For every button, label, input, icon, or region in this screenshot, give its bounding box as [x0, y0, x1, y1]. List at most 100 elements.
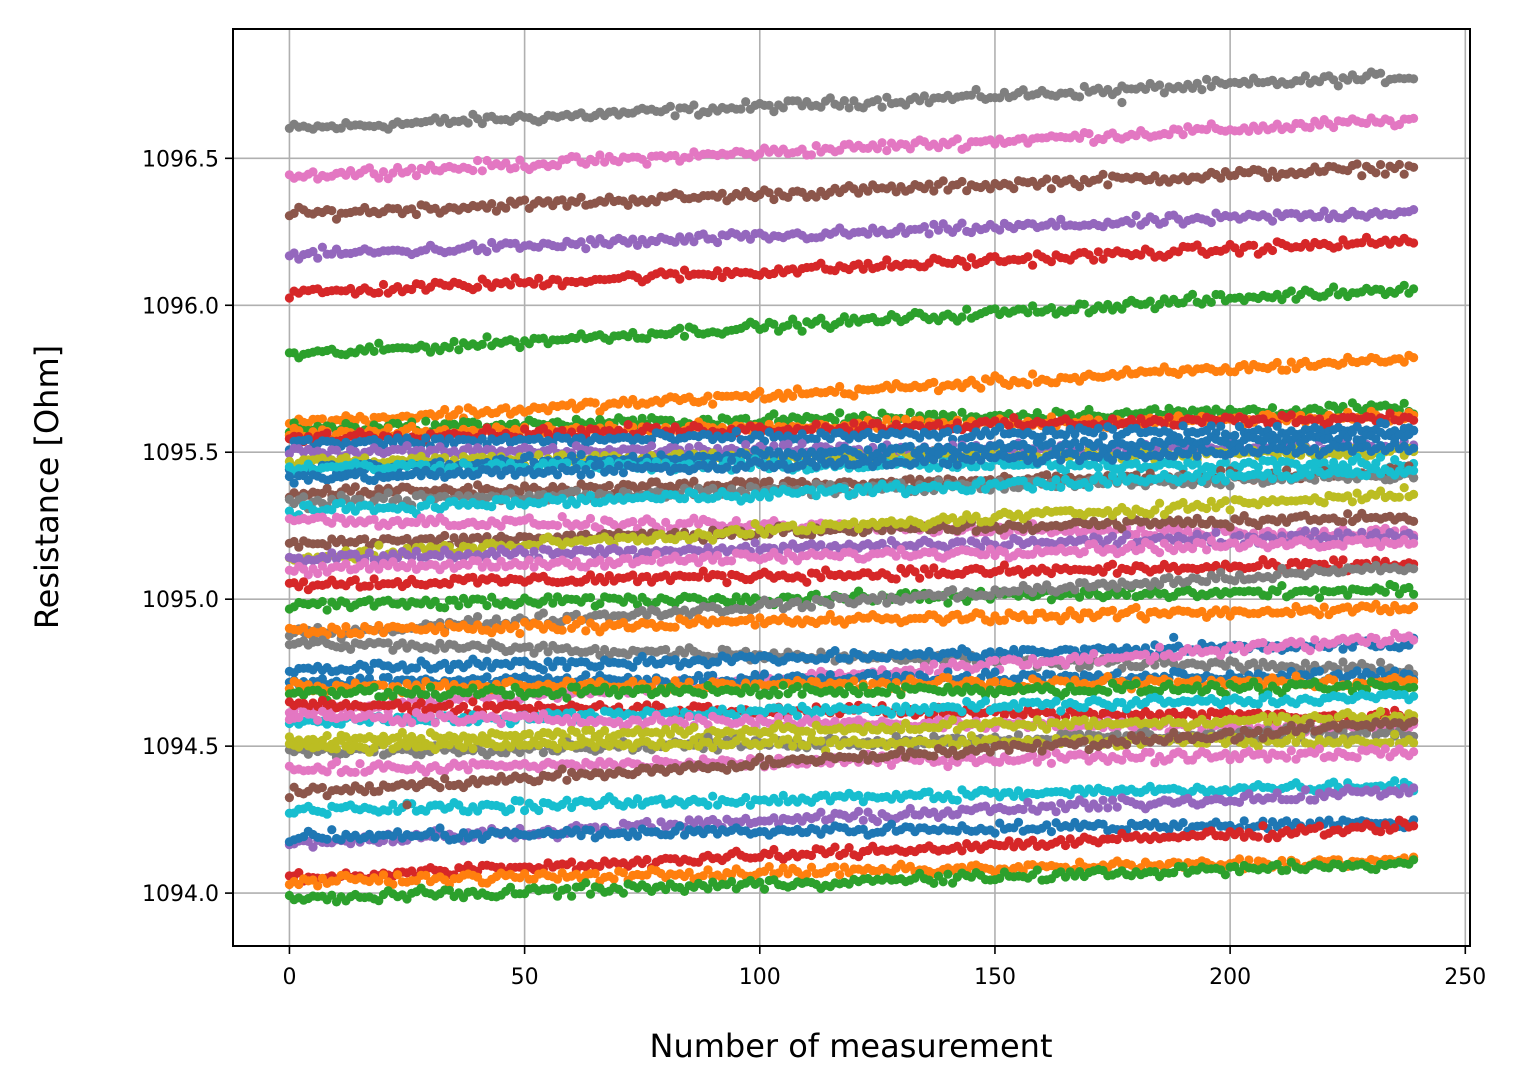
- data-point: [369, 346, 379, 356]
- data-point: [896, 222, 906, 232]
- data-point: [1267, 474, 1278, 484]
- data-point: [1206, 297, 1216, 307]
- data-point: [957, 218, 967, 228]
- data-point: [585, 469, 596, 479]
- data-point: [1409, 353, 1419, 363]
- data-point: [1282, 365, 1292, 375]
- data-point: [1079, 299, 1089, 309]
- data-point: [1380, 169, 1390, 179]
- data-point: [1093, 247, 1103, 257]
- data-point: [933, 225, 944, 235]
- data-point: [350, 482, 360, 492]
- data-point: [449, 336, 459, 347]
- data-point: [468, 239, 478, 249]
- data-point: [576, 192, 586, 202]
- data-point: [487, 199, 497, 209]
- data-point: [1206, 217, 1216, 228]
- data-point: [534, 273, 544, 283]
- data-point: [1046, 257, 1056, 267]
- data-point: [374, 173, 384, 183]
- data-point: [764, 100, 774, 110]
- data-point: [919, 91, 930, 101]
- data-point: [1056, 214, 1066, 224]
- data-point: [1042, 174, 1052, 184]
- data-point: [581, 244, 591, 254]
- data-point: [1187, 289, 1198, 299]
- series: [284, 232, 1419, 303]
- data-point: [1380, 419, 1390, 429]
- data-point: [1329, 122, 1339, 133]
- data-point: [1023, 380, 1033, 390]
- data-point: [675, 323, 685, 333]
- data-point: [383, 423, 393, 433]
- data-point: [1333, 242, 1343, 252]
- data-point: [675, 274, 685, 284]
- data-point: [1399, 398, 1409, 408]
- data-point: [642, 159, 652, 169]
- data-point: [727, 455, 737, 465]
- data-point: [929, 186, 939, 196]
- data-point: [929, 409, 939, 419]
- data-point: [1230, 430, 1240, 440]
- data-point: [440, 530, 450, 541]
- series: [284, 113, 1419, 184]
- data-point: [943, 427, 953, 437]
- data-point: [966, 253, 977, 263]
- series: [284, 205, 1419, 264]
- data-point: [284, 293, 294, 303]
- data-point: [1103, 479, 1113, 489]
- data-point: [468, 165, 478, 176]
- data-point: [679, 331, 690, 341]
- data-point: [741, 440, 751, 450]
- data-point: [1286, 286, 1296, 296]
- data-point: [764, 188, 774, 198]
- data-point: [1409, 284, 1419, 294]
- data-point: [863, 186, 873, 196]
- data-point: [1305, 123, 1315, 133]
- data-point: [835, 381, 845, 392]
- data-point: [962, 262, 972, 272]
- data-point: [1300, 71, 1310, 81]
- data-point: [849, 418, 859, 428]
- data-point: [1145, 296, 1155, 306]
- data-point: [590, 398, 600, 408]
- data-point: [1051, 475, 1061, 485]
- data-point: [929, 377, 939, 387]
- data-point: [411, 171, 421, 181]
- data-point: [957, 176, 967, 187]
- data-point: [501, 203, 511, 213]
- data-point: [882, 146, 892, 156]
- data-point: [811, 419, 821, 429]
- data-point: [741, 97, 751, 107]
- data-point: [1197, 85, 1207, 95]
- data-point: [308, 167, 318, 177]
- data-point: [957, 407, 967, 417]
- data-point: [1075, 92, 1085, 102]
- data-point: [849, 391, 859, 401]
- data-point: [576, 237, 586, 247]
- data-point: [670, 111, 680, 121]
- data-point: [1131, 210, 1141, 221]
- data-point: [769, 319, 779, 329]
- data-point: [515, 155, 525, 165]
- data-point: [1192, 78, 1202, 88]
- data-point: [1084, 404, 1094, 415]
- data-point: [1267, 403, 1278, 413]
- data-point: [924, 179, 934, 189]
- data-point: [444, 343, 454, 353]
- data-point: [421, 433, 431, 443]
- data-point: [505, 280, 516, 290]
- data-point: [703, 391, 713, 401]
- data-point: [1046, 303, 1056, 313]
- data-point: [552, 521, 563, 531]
- data-point: [585, 513, 596, 524]
- data-point: [308, 246, 318, 257]
- data-point: [1267, 216, 1278, 226]
- data-point: [303, 434, 313, 444]
- data-point: [717, 188, 727, 198]
- data-point: [783, 439, 793, 449]
- data-point: [1028, 301, 1038, 311]
- data-point: [378, 279, 389, 290]
- data-point: [962, 304, 972, 314]
- data-point: [407, 163, 417, 173]
